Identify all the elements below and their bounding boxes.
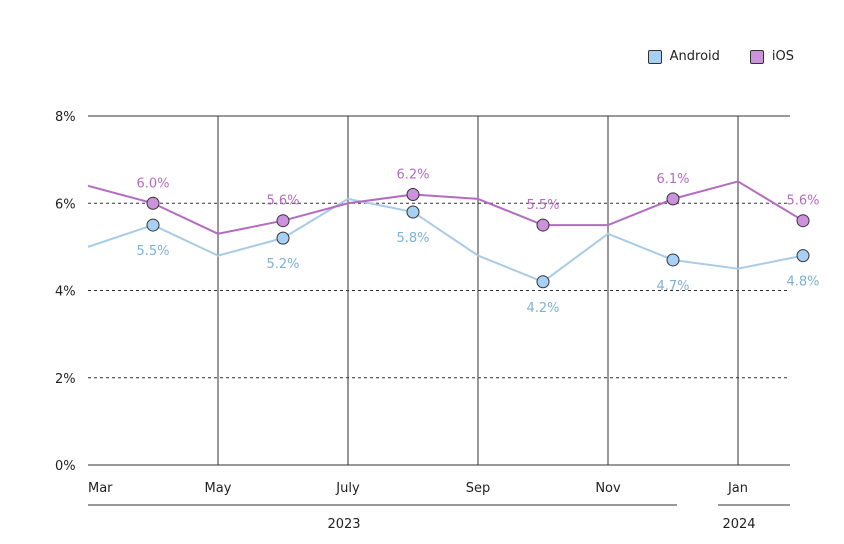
data-label-android: 4.8% (786, 275, 819, 290)
legend: Android iOS (647, 49, 794, 64)
data-point-android (536, 275, 550, 289)
data-label-ios: 5.5% (526, 198, 559, 213)
y-tick-label: 8% (55, 110, 76, 125)
data-label-ios: 6.0% (136, 176, 169, 191)
data-label-ios: 6.1% (656, 172, 689, 187)
data-point-android (146, 218, 160, 232)
legend-item-android[interactable]: Android (647, 49, 720, 64)
x-tick-label: Mar (88, 481, 113, 496)
data-label-ios: 5.6% (786, 194, 819, 209)
legend-swatch-ios (749, 49, 764, 64)
data-point-ios (276, 214, 290, 228)
data-point-android (796, 249, 810, 263)
series-line-ios (87, 180, 804, 235)
data-point-ios (406, 188, 420, 202)
x-tick-label: May (205, 481, 232, 496)
data-point-android (666, 253, 680, 267)
x-tick-label: Jan (727, 481, 748, 496)
series-line-android (87, 197, 804, 283)
legend-label-ios: iOS (771, 49, 794, 64)
legend-label-android: Android (669, 49, 720, 64)
data-point-android (276, 231, 290, 245)
data-label-android: 5.8% (396, 231, 429, 246)
y-tick-label: 6% (55, 197, 76, 212)
data-point-ios (796, 214, 810, 228)
y-tick-label: 0% (55, 459, 76, 474)
data-point-android (406, 205, 420, 219)
data-label-android: 4.7% (656, 279, 689, 294)
legend-swatch-android (647, 49, 662, 64)
data-point-ios (536, 218, 550, 232)
year-label-2024: 2024 (722, 517, 755, 532)
year-label-2023: 2023 (327, 517, 360, 532)
data-label-android: 5.5% (136, 244, 169, 259)
data-label-android: 4.2% (526, 301, 559, 316)
y-tick-label: 4% (55, 285, 76, 300)
data-point-ios (666, 192, 680, 206)
y-tick-label: 2% (55, 372, 76, 387)
data-point-ios (146, 196, 160, 210)
legend-item-ios[interactable]: iOS (749, 49, 794, 64)
x-tick-label: Sep (466, 481, 491, 496)
x-tick-label: Nov (595, 481, 621, 496)
data-label-android: 5.2% (266, 257, 299, 272)
data-label-ios: 6.2% (396, 168, 429, 183)
x-tick-label: July (335, 481, 360, 496)
data-label-ios: 5.6% (266, 194, 299, 209)
